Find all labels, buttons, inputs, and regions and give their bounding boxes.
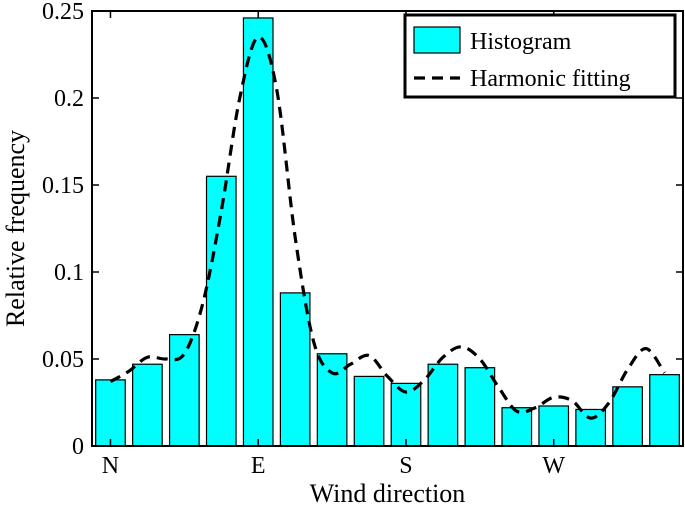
harmonic-fitting-line-layer xyxy=(109,35,666,420)
histogram-bar xyxy=(649,374,680,447)
y-tick-label: 0.2 xyxy=(54,86,84,112)
x-tick-label: E xyxy=(251,453,266,479)
histogram-bar xyxy=(168,334,200,447)
y-tick-label: 0.25 xyxy=(42,0,84,25)
histogram-bar xyxy=(205,175,237,447)
histogram-bar xyxy=(279,292,311,447)
y-axis-title: Relative frequency xyxy=(1,130,30,327)
histogram-bars xyxy=(95,17,680,447)
histogram-bar xyxy=(95,379,126,447)
y-tick-label: 0.15 xyxy=(42,173,84,199)
histogram-bar xyxy=(427,363,459,447)
x-tick-label: N xyxy=(102,453,119,479)
y-tick-label: 0.1 xyxy=(54,260,84,286)
legend: Histogram Harmonic fitting xyxy=(403,13,677,99)
legend-label-histogram: Histogram xyxy=(470,29,572,55)
x-tick-label: S xyxy=(399,453,412,479)
histogram-bar xyxy=(316,353,348,447)
histogram-bar xyxy=(501,407,533,447)
y-tick-label: 0.05 xyxy=(42,347,84,373)
histogram-bar xyxy=(575,408,607,447)
histogram-bar xyxy=(242,17,274,447)
legend-label-harmonic-fitting: Harmonic fitting xyxy=(470,66,631,92)
y-tick-label: 0 xyxy=(72,434,84,460)
legend-swatch-histogram xyxy=(413,26,461,54)
x-axis-title: Wind direction xyxy=(310,479,466,507)
histogram-bar xyxy=(612,386,643,447)
plot-frame xyxy=(91,10,684,447)
harmonic-fitting-line xyxy=(109,35,666,420)
histogram-bar xyxy=(132,363,163,447)
histogram-bar xyxy=(353,375,385,447)
x-tick-label: W xyxy=(542,453,565,479)
histogram-bar xyxy=(464,367,496,447)
axes: 0 0.05 0.1 0.15 0.2 0.25 N E S W xyxy=(42,0,684,479)
